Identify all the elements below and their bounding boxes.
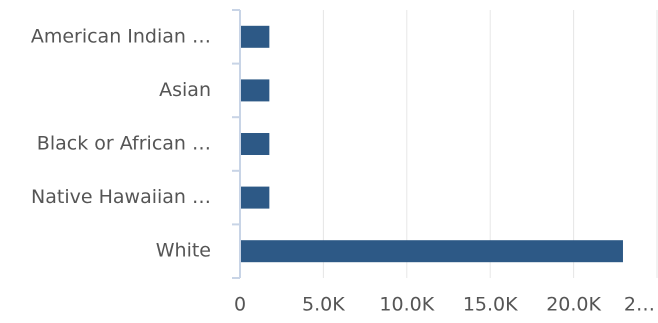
- bar: [241, 133, 270, 155]
- y-tick-label: White: [156, 240, 211, 262]
- bar: [241, 240, 623, 263]
- bar: [241, 186, 270, 209]
- y-tick-label: Native Hawaiian …: [31, 186, 211, 208]
- y-tick-label: American Indian …: [31, 25, 211, 47]
- x-tick-label: 5.0K: [302, 294, 345, 316]
- x-tick-label: 15.0K: [463, 294, 518, 316]
- x-tick-label: 20.0K: [546, 294, 601, 316]
- bar: [241, 25, 270, 48]
- y-tick-label: Black or African …: [37, 133, 211, 155]
- x-tick-label: 10.0K: [379, 294, 434, 316]
- y-tick-label: Asian: [159, 79, 211, 101]
- x-tick-label: 0: [234, 294, 246, 316]
- x-tick-label: 2…: [624, 294, 655, 316]
- bar: [241, 79, 270, 102]
